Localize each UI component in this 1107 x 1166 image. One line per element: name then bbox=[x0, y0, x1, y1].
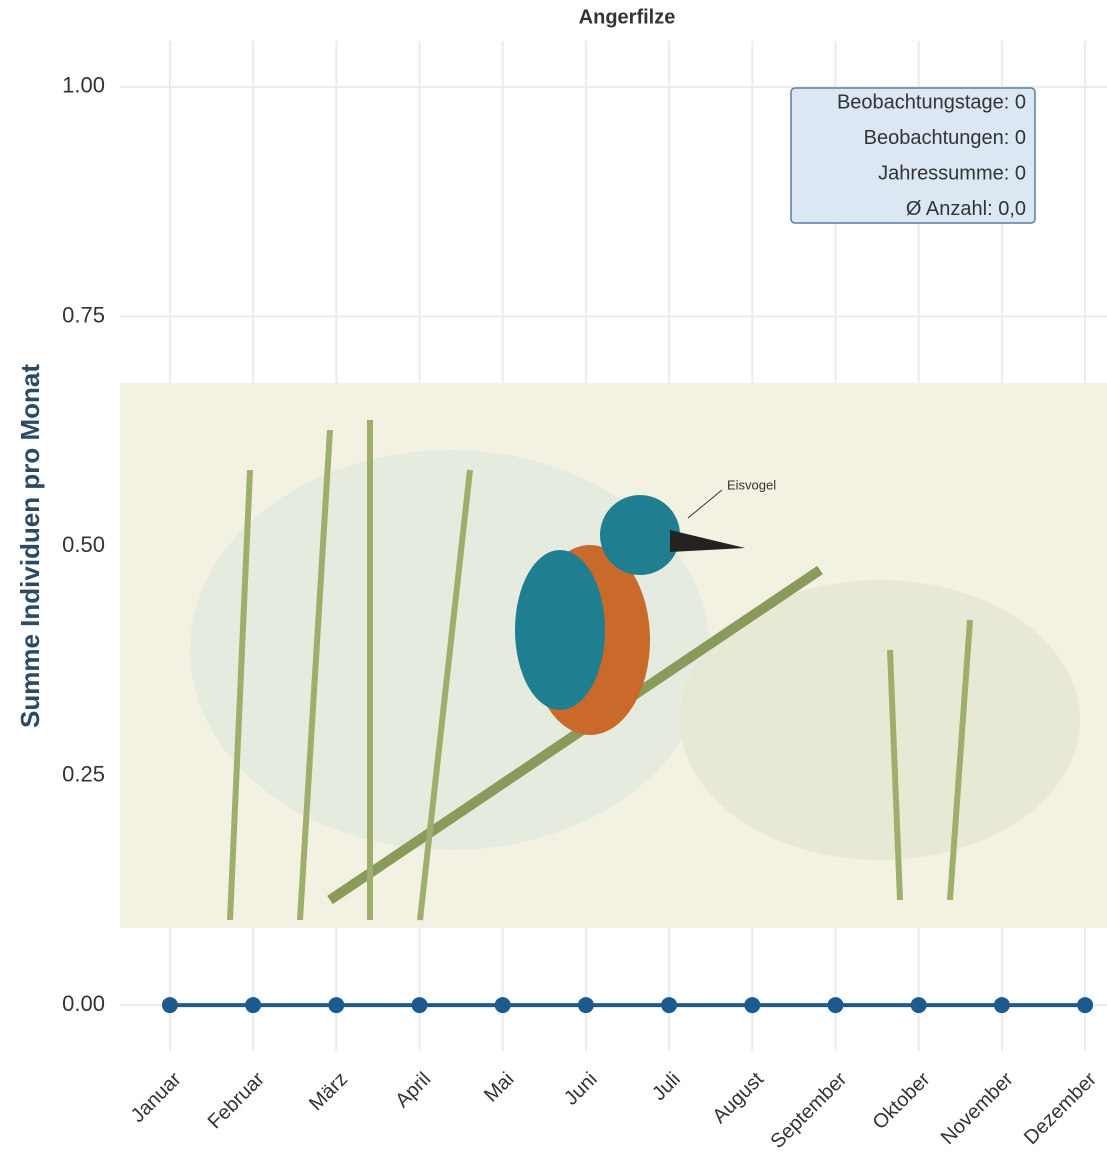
stats-box-frame bbox=[790, 87, 1036, 224]
x-tick-label: Juni bbox=[560, 1068, 602, 1110]
bird-wing bbox=[515, 550, 605, 710]
stat-line: Ø Anzahl: 0,0 bbox=[906, 198, 1026, 220]
y-tick-label: 0.50 bbox=[62, 532, 105, 557]
bird-head bbox=[600, 495, 680, 575]
stats-lines: Beobachtungstage: 0 Beobachtungen: 0 Jahre… bbox=[837, 91, 1026, 220]
x-tick-label: Dezember bbox=[1020, 1068, 1101, 1149]
x-tick-label: Mai bbox=[480, 1068, 518, 1106]
y-tick-label: 0.75 bbox=[62, 302, 105, 327]
x-tick-label: Juli bbox=[648, 1068, 685, 1105]
chart-title: Angerfilze bbox=[579, 6, 676, 28]
species-label: Eisvogel bbox=[727, 477, 776, 492]
point bbox=[827, 997, 844, 1014]
label-line bbox=[687, 489, 723, 519]
x-tick-label: November bbox=[937, 1068, 1018, 1149]
illustration: Eisvogel bbox=[120, 383, 1107, 928]
illustration-wash bbox=[680, 580, 1080, 860]
x-tick-label: Februar bbox=[204, 1068, 269, 1133]
point bbox=[910, 997, 927, 1014]
point bbox=[245, 997, 262, 1014]
bird-beak bbox=[670, 530, 745, 552]
point bbox=[411, 997, 428, 1014]
point bbox=[328, 997, 345, 1014]
point bbox=[161, 997, 178, 1014]
x-tick-label: Januar bbox=[127, 1068, 186, 1127]
x-tick-label: März bbox=[305, 1068, 352, 1115]
stat-line: Beobachtungen: 0 bbox=[864, 127, 1026, 149]
x-tick-label: April bbox=[391, 1068, 435, 1112]
stat-line: Jahressumme: 0 bbox=[878, 162, 1026, 184]
y-axis-title: Summe Individuen pro Monat bbox=[15, 364, 45, 728]
y-tick-label: 1.00 bbox=[62, 73, 105, 98]
stats-box: Beobachtungstage: 0 Beobachtungen: 0 Jahre… bbox=[790, 87, 1036, 224]
reed-stalk bbox=[327, 565, 823, 905]
x-tick-label: Oktober bbox=[869, 1068, 935, 1134]
y-tick-label: 0.25 bbox=[62, 761, 105, 786]
point bbox=[1077, 997, 1094, 1014]
x-tick-label: August bbox=[708, 1068, 768, 1128]
point bbox=[744, 997, 761, 1014]
point bbox=[494, 997, 511, 1014]
reeds bbox=[227, 420, 973, 921]
y-tick-label: 0.00 bbox=[62, 991, 105, 1016]
x-tick-label: September bbox=[767, 1068, 852, 1153]
stat-line: Beobachtungstage: 0 bbox=[837, 91, 1026, 113]
point bbox=[577, 997, 594, 1014]
point bbox=[661, 997, 678, 1014]
point bbox=[993, 997, 1010, 1014]
